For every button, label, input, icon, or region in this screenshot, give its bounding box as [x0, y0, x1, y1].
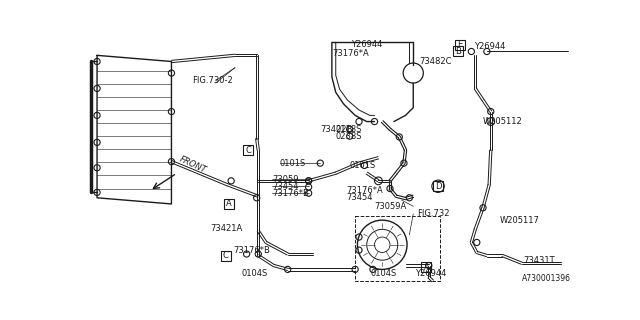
Text: 73176*A: 73176*A: [347, 186, 383, 195]
Text: C: C: [245, 146, 251, 155]
Text: 0104S: 0104S: [241, 269, 268, 278]
Text: Y26944: Y26944: [351, 40, 383, 49]
Text: 73422B: 73422B: [320, 125, 353, 134]
Text: 73176*B: 73176*B: [234, 246, 270, 255]
Text: FIG.730-2: FIG.730-2: [193, 76, 233, 85]
Bar: [243, 145, 253, 155]
Text: A: A: [226, 199, 232, 208]
Text: 73176*A: 73176*A: [333, 49, 369, 58]
Bar: [454, 40, 465, 50]
Text: 73454: 73454: [272, 182, 299, 191]
Bar: [453, 46, 463, 57]
Text: 0104S: 0104S: [371, 269, 397, 278]
Text: A: A: [424, 263, 429, 272]
Text: FRONT: FRONT: [179, 155, 208, 175]
Text: E: E: [457, 40, 462, 49]
Text: 0238S: 0238S: [336, 132, 362, 141]
Text: 73059: 73059: [272, 175, 299, 184]
Text: W205117: W205117: [500, 216, 540, 225]
Text: 73454: 73454: [347, 193, 373, 202]
Text: C: C: [223, 251, 228, 260]
Text: 0101S: 0101S: [280, 159, 306, 168]
Text: FIG.732: FIG.732: [417, 210, 450, 219]
Text: A730001396: A730001396: [522, 274, 571, 283]
Text: D: D: [435, 182, 442, 191]
Text: B: B: [455, 47, 461, 56]
Text: 73421A: 73421A: [210, 224, 243, 233]
Text: 0118S: 0118S: [336, 125, 362, 134]
Bar: [421, 262, 431, 272]
Text: 73176*B: 73176*B: [272, 189, 309, 198]
Text: 73431T: 73431T: [524, 256, 555, 265]
Text: W205112: W205112: [483, 117, 523, 126]
Text: 0101S: 0101S: [349, 161, 376, 170]
Text: Y26944: Y26944: [415, 269, 446, 278]
Bar: [224, 199, 234, 209]
Bar: [221, 251, 231, 260]
Bar: [433, 181, 443, 191]
Text: Y26944: Y26944: [474, 42, 505, 51]
Text: 73059A: 73059A: [374, 202, 407, 211]
Text: 73482C: 73482C: [419, 57, 452, 66]
Bar: [355, 215, 440, 281]
